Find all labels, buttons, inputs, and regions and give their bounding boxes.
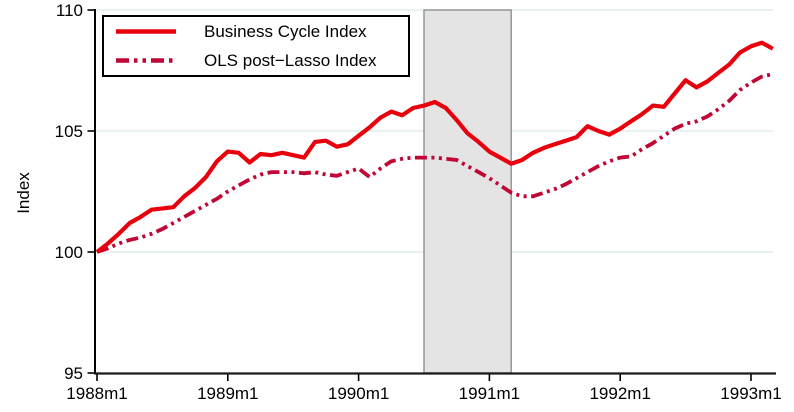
business-cycle-index-line [95,40,774,254]
x-tick-label: 1991m1 [459,384,520,403]
recession-band [423,9,512,374]
legend: Business Cycle Index OLS post−Lasso Inde… [102,15,410,77]
y-axis-title: Index [14,172,33,214]
legend-label-business-cycle: Business Cycle Index [204,21,367,41]
y-tick-label: 100 [55,243,83,262]
series-layer [95,40,774,254]
y-tick-label: 110 [56,1,83,20]
dash-dot-line-sample-icon [116,58,176,63]
x-tick-label: 1993m1 [720,384,781,403]
x-tick-label: 1989m1 [197,384,258,403]
axes [94,9,776,375]
y-tick-label: 95 [64,364,83,383]
legend-label-ols-post-lasso: OLS post−Lasso Index [204,50,377,70]
x-tick-label: 1990m1 [328,384,389,403]
y-tick-label: 105 [55,122,83,141]
ols-post-lasso-index-line [96,72,774,254]
solid-line-sample-icon [116,29,176,34]
legend-item-business-cycle: Business Cycle Index [115,17,408,46]
x-tick-label: 1992m1 [589,384,650,403]
legend-item-ols-post-lasso: OLS post−Lasso Index [115,46,408,75]
recession-band-layer [423,9,512,374]
tick-marks-and-labels: 95 100 105 110 1988m1 1989m1 1990m1 1991m1 1992m… [55,1,782,403]
x-tick-label: 1988m1 [66,384,127,403]
